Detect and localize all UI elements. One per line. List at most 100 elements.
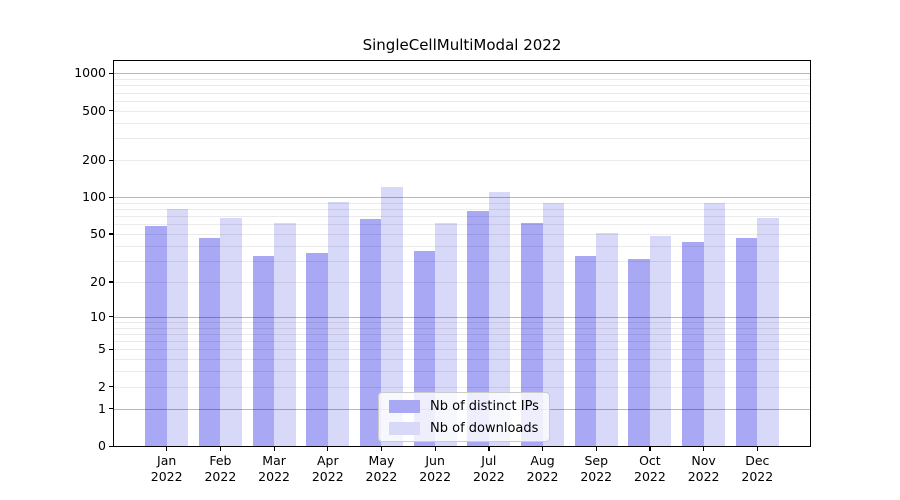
- x-tick-year: 2022: [526, 469, 559, 484]
- bar-downloads-oct: [649, 236, 672, 446]
- y-tick: [109, 159, 114, 161]
- bar-downloads-jun: [435, 223, 457, 446]
- bar-distinct-ips-mar: [252, 255, 275, 446]
- x-tick-year: 2022: [150, 469, 183, 484]
- gridline-minor: [114, 281, 810, 283]
- plot-area: Nb of distinct IPs Nb of downloads 0 1 2 5 1…: [74, 60, 811, 484]
- x-tick: [434, 446, 436, 451]
- x-tick-label: Jul 2022: [459, 453, 519, 485]
- x-tick-label: Jan 2022: [137, 453, 197, 485]
- legend-entry-downloads: Nb of downloads: [389, 420, 539, 436]
- y-tick-label: 1: [98, 400, 106, 416]
- x-tick: [649, 446, 651, 451]
- x-tick: [488, 446, 490, 451]
- x-tick-year: 2022: [311, 469, 344, 484]
- x-tick-month: Dec: [745, 453, 770, 468]
- gridline-major: [114, 316, 810, 318]
- gridline-minor: [114, 209, 810, 211]
- y-tick: [109, 281, 114, 283]
- bar-distinct-ips-may: [359, 219, 382, 446]
- legend-swatch-distinct-ips: [389, 399, 420, 413]
- y-tick-label: 100: [82, 189, 106, 205]
- y-tick-label: 20: [90, 273, 106, 289]
- x-tick: [595, 446, 597, 451]
- x-tick-month: May: [368, 453, 395, 468]
- gridline-minor: [114, 327, 810, 329]
- bar-distinct-ips-jul: [467, 211, 489, 446]
- bar-downloads-feb: [220, 218, 242, 446]
- legend: Nb of distinct IPs Nb of downloads: [378, 392, 550, 442]
- gridline-minor: [114, 92, 810, 94]
- x-tick-label: Nov 2022: [674, 453, 734, 485]
- legend-label-downloads: Nb of downloads: [430, 420, 539, 436]
- y-tick: [109, 196, 114, 198]
- x-tick-month: Jan: [157, 453, 177, 468]
- bar-downloads-apr: [327, 201, 350, 446]
- y-tick: [109, 408, 114, 410]
- x-tick-label: Sep 2022: [566, 453, 626, 485]
- gridline-major: [114, 73, 810, 75]
- bar-downloads-sep: [596, 232, 618, 446]
- x-tick-year: 2022: [634, 469, 666, 484]
- gridline-minor: [114, 85, 810, 87]
- x-tick-year: 2022: [419, 469, 452, 484]
- x-tick-label: Feb 2022: [190, 453, 250, 485]
- x-tick: [273, 446, 275, 451]
- bar-downloads-dec: [757, 218, 779, 446]
- x-tick-label: Mar 2022: [244, 453, 304, 485]
- gridline-minor: [114, 160, 810, 162]
- gridline-minor: [114, 233, 810, 235]
- y-tick: [109, 233, 114, 235]
- gridline-minor: [114, 359, 810, 361]
- gridline-minor: [114, 224, 810, 226]
- x-tick-year: 2022: [472, 469, 505, 484]
- gridline-minor: [114, 333, 810, 335]
- x-tick-label: Jun 2022: [405, 453, 465, 485]
- y-tick-label: 1000: [74, 65, 106, 81]
- chart-title: SingleCellMultiModal 2022: [362, 36, 562, 54]
- x-tick: [166, 446, 168, 451]
- x-tick-month: Jun: [425, 453, 445, 468]
- bar-distinct-ips-oct: [628, 259, 650, 446]
- x-tick-month: Oct: [639, 453, 661, 468]
- x-tick: [756, 446, 758, 451]
- x-tick-year: 2022: [204, 469, 237, 484]
- x-tick-year: 2022: [741, 469, 774, 484]
- gridline-minor: [114, 100, 810, 102]
- bar-downloads-mar: [274, 223, 296, 446]
- gridline-minor: [114, 79, 810, 81]
- x-tick-label: May 2022: [351, 453, 411, 485]
- bar-distinct-ips-sep: [574, 255, 597, 446]
- x-tick-label: Oct 2022: [620, 453, 680, 485]
- gridline-minor: [114, 386, 810, 388]
- x-tick-label: Apr 2022: [298, 453, 358, 485]
- legend-entry-distinct-ips: Nb of distinct IPs: [389, 398, 539, 414]
- bar-downloads-jan: [166, 209, 189, 446]
- x-tick-year: 2022: [365, 469, 398, 484]
- gridline-minor: [114, 138, 810, 140]
- bar-downloads-aug: [542, 202, 565, 446]
- bar-distinct-ips-dec: [735, 238, 758, 446]
- y-tick: [109, 72, 114, 75]
- y-tick-label: 200: [82, 152, 106, 168]
- x-tick-year: 2022: [580, 469, 613, 484]
- y-tick-label: 5: [98, 341, 106, 357]
- x-tick-month: Apr: [316, 453, 339, 468]
- bar-downloads-may: [381, 187, 403, 446]
- gridline-minor: [114, 110, 810, 112]
- x-tick-month: Nov: [691, 453, 716, 468]
- gridline-minor: [114, 349, 810, 351]
- y-tick: [109, 386, 114, 388]
- gridline-minor: [114, 245, 810, 247]
- x-tick-month: Aug: [530, 453, 555, 468]
- x-tick-month: Sep: [584, 453, 608, 468]
- bar-distinct-ips-nov: [682, 241, 704, 446]
- y-tick: [109, 445, 114, 447]
- x-tick-year: 2022: [258, 469, 290, 484]
- bar-downloads-nov: [703, 202, 726, 446]
- y-tick-label: 0: [98, 438, 106, 453]
- legend-swatch-downloads: [389, 421, 420, 435]
- y-tick-label: 50: [90, 225, 106, 241]
- y-tick: [109, 348, 114, 351]
